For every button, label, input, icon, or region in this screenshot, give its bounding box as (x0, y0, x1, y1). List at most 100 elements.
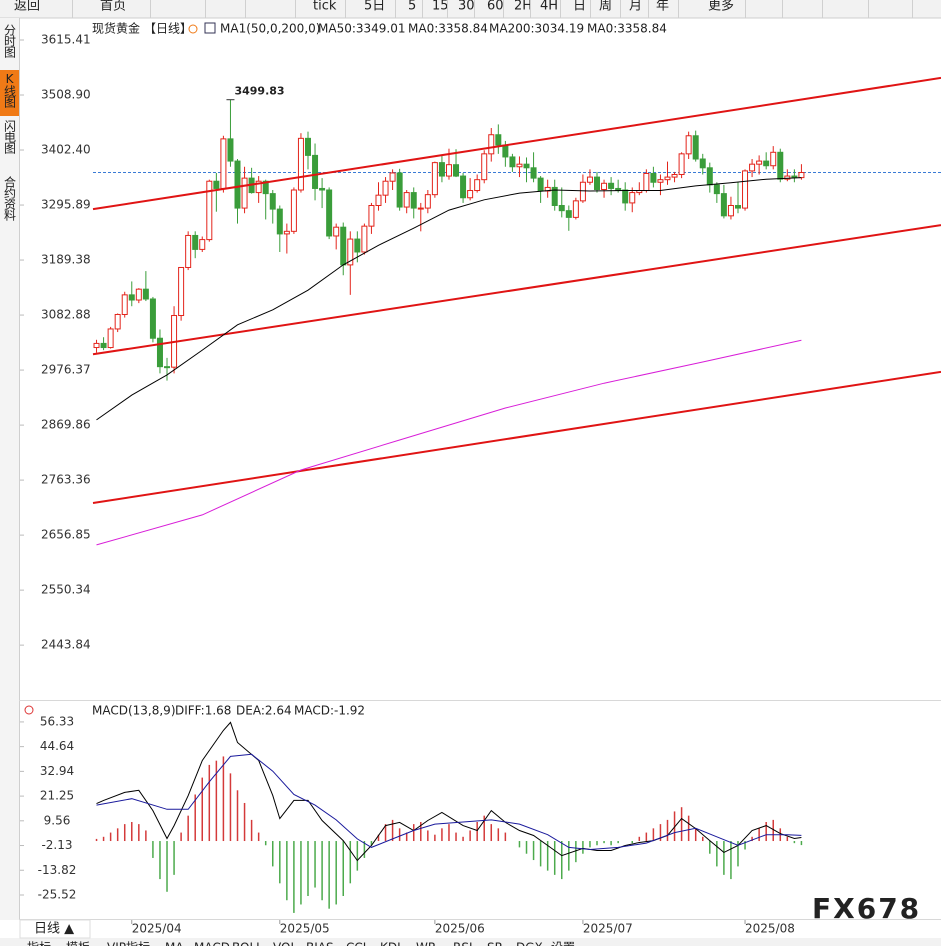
toolbar-button[interactable]: 30 (458, 0, 475, 14)
candle-body (706, 167, 713, 186)
y-tick-label: 2656.85 (41, 528, 91, 542)
toolbar-button[interactable]: 年 (656, 0, 669, 14)
toolbar-button[interactable]: 首页 (100, 0, 126, 14)
candle-body (375, 194, 382, 206)
candle-body (100, 342, 107, 349)
candle-body (312, 154, 319, 189)
bottom-tab[interactable]: 模板 (66, 941, 90, 946)
y-tick-label: 2976.37 (41, 363, 91, 377)
candle-body (354, 238, 361, 253)
trend-line (92, 370, 941, 505)
candle-body (227, 138, 234, 162)
candle-body (283, 230, 290, 235)
side-tab[interactable]: K线图 (3, 72, 17, 108)
toolbar-button[interactable]: 5 (408, 0, 416, 14)
candle-body (107, 328, 114, 349)
candle-body (784, 175, 791, 180)
bottom-tab[interactable]: BIAS (306, 941, 334, 946)
y-tick-label: 3508.90 (41, 88, 91, 102)
y-tick-label: 2763.36 (41, 473, 91, 487)
legend-item: MA50:3349.01 (318, 22, 406, 36)
bottom-tab[interactable]: 指标 (27, 940, 51, 946)
toolbar-button[interactable]: tick (313, 0, 337, 14)
candle-body (671, 174, 678, 178)
candle-body (403, 192, 410, 208)
toolbar-button[interactable]: 日 (573, 0, 586, 14)
side-tab[interactable]: 闪电图 (3, 120, 17, 154)
candle-body (269, 193, 276, 210)
bottom-tab[interactable]: BOLL (232, 941, 263, 946)
toolbar-button[interactable]: 15 (432, 0, 449, 14)
y-tick-label: 3189.38 (41, 253, 91, 267)
x-tick-label: 2025/07 (583, 922, 633, 936)
bottom-tab[interactable]: MA (165, 941, 184, 946)
candle-body (326, 189, 333, 237)
side-tab[interactable]: 合约资料 (3, 175, 17, 221)
toolbar-button[interactable]: 4H (540, 0, 558, 14)
candle-body (692, 135, 699, 160)
y-tick-label: -25.52 (38, 887, 77, 901)
toolbar-button[interactable]: 5日 (364, 0, 385, 14)
candle-body (777, 151, 784, 180)
candle-body (763, 160, 770, 167)
candle-body (460, 175, 467, 199)
close-icon[interactable] (188, 24, 198, 34)
toolbar-button[interactable]: 周 (599, 0, 612, 14)
x-tick-label: 2025/05 (280, 922, 330, 936)
bottom-tab[interactable]: CCI (346, 941, 366, 946)
candle-body (185, 234, 192, 268)
candle-body (756, 160, 763, 165)
candle-body (333, 226, 340, 237)
y-tick-label: 9.56 (44, 813, 71, 827)
candle-body (164, 366, 171, 369)
candle-body (601, 182, 608, 190)
y-tick-label: 3082.88 (41, 308, 91, 322)
candle-body (199, 239, 206, 250)
candle-body (685, 135, 692, 155)
ma-icon (204, 22, 216, 34)
candle-body (749, 163, 756, 172)
toolbar-button[interactable]: 月 (629, 0, 642, 14)
bottom-tab[interactable]: KDJ (380, 941, 401, 946)
candle-body (234, 160, 241, 209)
toolbar-button[interactable]: 2H (514, 0, 532, 14)
bottom-tab[interactable]: 设置 (551, 941, 575, 946)
candle-body (558, 204, 565, 212)
bottom-tab[interactable]: MACD (194, 941, 230, 946)
candle-body (770, 151, 777, 167)
y-tick-label: 32.94 (40, 764, 74, 778)
toolbar-button[interactable]: 返回 (14, 0, 40, 14)
watermark: FX678 (812, 892, 921, 925)
bottom-tab[interactable]: WR (416, 941, 436, 946)
candle-body (699, 158, 706, 169)
toolbar-button[interactable]: 60 (487, 0, 504, 14)
bottom-tab[interactable]: SR (487, 941, 503, 946)
y-tick-label: 56.33 (40, 714, 74, 728)
bottom-tab[interactable]: VOL (273, 941, 297, 946)
bottom-tab[interactable]: RSI (453, 941, 473, 946)
candle-body (502, 144, 509, 158)
candle-body (713, 184, 720, 195)
candle-body (523, 163, 530, 169)
candle-body (431, 162, 438, 196)
y-tick-label: -13.82 (38, 863, 77, 877)
candle-body (368, 204, 375, 227)
x-tick-label: 2025/08 (745, 922, 795, 936)
bottom-tab[interactable]: DGX (516, 941, 543, 946)
candle-body (509, 156, 516, 168)
candle-body (678, 153, 685, 176)
candle-body (474, 179, 481, 192)
period-button[interactable]: 日线 ▲ (34, 922, 74, 937)
toolbar-button[interactable]: 更多 (708, 0, 734, 14)
side-tab[interactable]: 分时图 (3, 24, 17, 58)
candle-body (114, 313, 121, 330)
macd-icon (24, 705, 34, 715)
legend-item: MA0:3358.84 (408, 22, 488, 36)
period-button-bg[interactable] (19, 919, 91, 939)
candle-body (178, 266, 185, 317)
candle-body (396, 172, 403, 208)
bottom-tab[interactable]: VIP指标 (107, 940, 150, 946)
candle-body (424, 194, 431, 209)
